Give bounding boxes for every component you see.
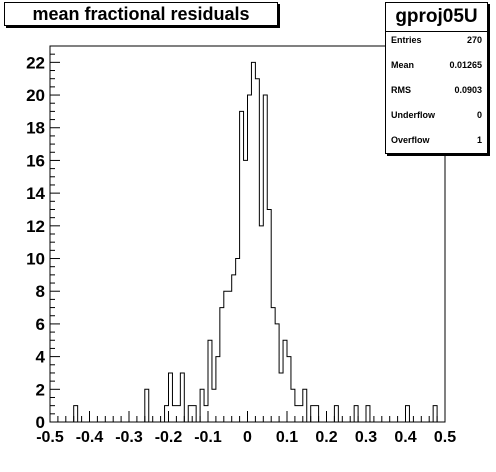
stats-label: Overflow <box>391 135 430 145</box>
histogram-bin <box>433 406 437 422</box>
stats-value: 270 <box>466 35 482 45</box>
y-tick-label: 6 <box>36 315 45 334</box>
histogram-bin <box>311 406 315 422</box>
histogram-bin <box>236 259 240 422</box>
histogram-bin <box>228 291 232 422</box>
y-tick-label: 10 <box>26 250 45 269</box>
x-tick-label: -0.4 <box>76 429 104 446</box>
histogram-bin <box>295 406 299 422</box>
stats-histogram-name: gproj05U <box>386 3 487 32</box>
x-tick-label: -0.1 <box>194 429 222 446</box>
stats-label: RMS <box>391 85 411 95</box>
stats-row-overflow: Overflow 1 <box>386 135 487 160</box>
x-tick-label: -0.5 <box>36 429 64 446</box>
x-axis: -0.5 -0.4 -0.3 -0.2 -0.1 0 0.1 0.2 0.3 0.4 0.5 <box>36 411 456 446</box>
stats-value: 1 <box>476 135 482 145</box>
x-tick-label: 0.5 <box>434 429 456 446</box>
y-tick-label: 0 <box>36 413 45 432</box>
histogram-bin <box>180 373 184 422</box>
stats-value: 0.01265 <box>449 60 482 70</box>
y-tick-label: 20 <box>26 86 45 105</box>
histogram-bin <box>220 308 224 422</box>
histogram-bin <box>74 406 78 422</box>
x-tick-label: 0.2 <box>315 429 337 446</box>
histogram-bin <box>267 209 271 422</box>
x-tick-label: -0.2 <box>155 429 183 446</box>
y-tick-label: 18 <box>26 119 45 138</box>
title-box: mean fractional residuals <box>4 2 278 26</box>
histogram-bin <box>251 62 255 422</box>
histogram-bin <box>208 340 212 422</box>
stats-label: Entries <box>391 35 422 45</box>
histogram-bin <box>366 406 370 422</box>
histogram-bin <box>200 389 204 422</box>
y-tick-label: 8 <box>36 282 45 301</box>
x-tick-label: 0.4 <box>394 429 416 446</box>
y-tick-label: 16 <box>26 151 45 170</box>
x-tick-label: 0.1 <box>276 429 298 446</box>
stats-row-underflow: Underflow 0 <box>386 110 487 135</box>
chart-title: mean fractional residuals <box>32 4 250 24</box>
histogram-bin <box>244 160 248 422</box>
histogram-bin <box>283 340 287 422</box>
histogram-bin <box>145 389 149 422</box>
histogram-bin <box>248 95 252 422</box>
histogram-bin <box>232 275 236 422</box>
y-tick-label: 22 <box>26 53 45 72</box>
histogram-bin <box>255 79 259 422</box>
stats-row-rms: RMS 0.0903 <box>386 85 487 110</box>
histogram-bin <box>315 406 319 422</box>
stats-value: 0.0903 <box>454 85 482 95</box>
histogram-bin <box>204 406 208 422</box>
histogram-bin <box>216 357 220 422</box>
histogram-bin <box>172 406 176 422</box>
x-tick-label: 0 <box>243 429 252 446</box>
histogram-bin <box>176 406 180 422</box>
histogram-bin <box>271 308 275 422</box>
y-tick-label: 14 <box>26 184 45 203</box>
stats-row-entries: Entries 270 <box>386 35 487 60</box>
y-tick-label: 4 <box>36 348 46 367</box>
stats-box: gproj05U Entries 270 Mean 0.01265 RMS 0.… <box>385 2 488 154</box>
histogram-bin <box>287 357 291 422</box>
histogram-bin <box>188 406 192 422</box>
y-tick-label: 12 <box>26 217 45 236</box>
histogram-bin <box>291 389 295 422</box>
histogram-bin <box>263 95 267 422</box>
histogram-bin <box>259 226 263 422</box>
histogram-bin <box>212 389 216 422</box>
histogram-bin <box>406 406 410 422</box>
y-tick-label: 2 <box>36 380 45 399</box>
histogram-bin <box>279 373 283 422</box>
stats-label: Mean <box>391 60 415 70</box>
histogram-bin <box>299 406 303 422</box>
histogram-bin <box>169 373 173 422</box>
x-tick-label: -0.3 <box>115 429 143 446</box>
x-tick-label: 0.3 <box>355 429 377 446</box>
histogram-bin <box>165 406 169 422</box>
y-axis: 0 2 4 6 8 10 12 14 16 18 20 22 <box>26 45 60 432</box>
histogram-bin <box>275 324 279 422</box>
histogram-bin <box>303 389 307 422</box>
histogram-bin <box>334 406 338 422</box>
histogram-bins <box>74 62 437 422</box>
stats-value: 0 <box>476 110 482 120</box>
histogram-bin <box>240 111 244 422</box>
stats-label: Underflow <box>391 110 435 120</box>
histogram-bin <box>192 406 196 422</box>
stats-row-mean: Mean 0.01265 <box>386 60 487 85</box>
histogram-outline <box>50 61 445 423</box>
histogram-bin <box>224 291 228 422</box>
histogram-bin <box>354 406 358 422</box>
